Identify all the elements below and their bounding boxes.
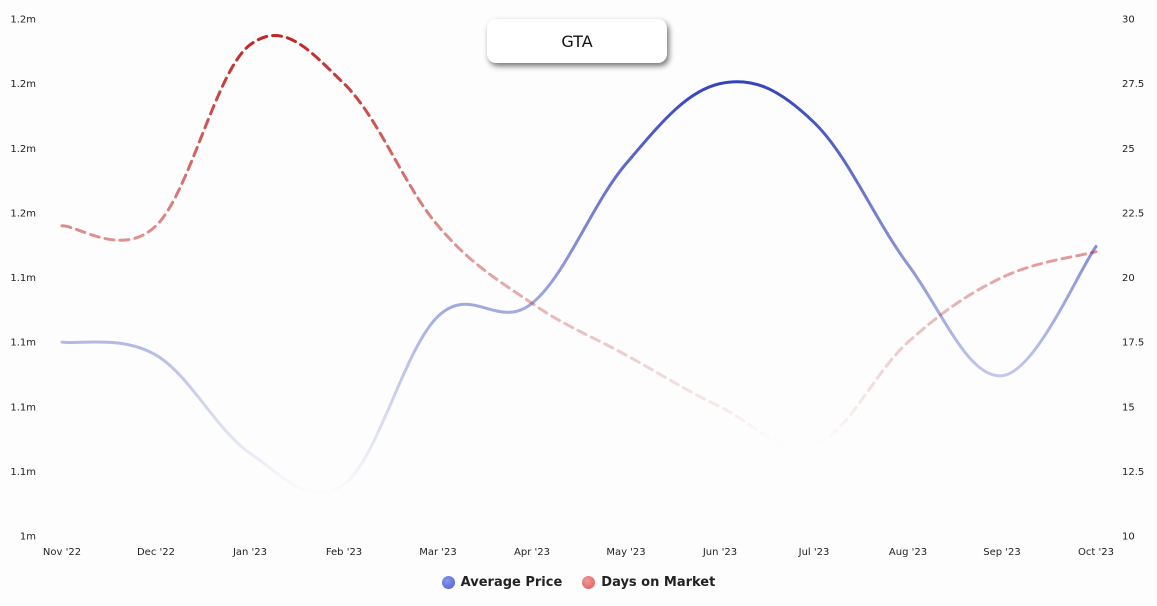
series-layer [60, 34, 1098, 495]
right-y-tick-label: 17.5 [1122, 338, 1144, 349]
x-tick-label: Feb '23 [326, 547, 362, 558]
legend-item-days-on-market[interactable]: Days on Market [582, 575, 715, 590]
legend-item-average-price[interactable]: Average Price [441, 575, 563, 590]
x-tick-label: Aug '23 [889, 547, 927, 558]
right-y-tick-label: 22.5 [1122, 208, 1144, 219]
left-y-tick-label: 1.2m [10, 208, 36, 219]
right-y-tick-label: 12.5 [1122, 467, 1144, 478]
legend-swatch-days-on-market [582, 576, 596, 589]
legend-label-days-on-market: Days on Market [601, 575, 716, 590]
left-y-tick-label: 1.1m [10, 467, 36, 478]
left-y-tick-label: 1.1m [10, 338, 36, 349]
right-y-axis: 10 12.5 15 17.5 20 22.5 25 27.5 30 [1122, 15, 1144, 543]
right-y-tick-label: 10 [1122, 532, 1135, 543]
left-y-tick-label: 1.2m [10, 79, 36, 90]
x-tick-label: May '23 [606, 547, 645, 558]
x-tick-label: Oct '23 [1078, 547, 1114, 558]
x-tick-label: Sep '23 [983, 547, 1021, 558]
x-tick-label: Mar '23 [419, 547, 457, 558]
x-tick-label: Apr '23 [514, 547, 550, 558]
x-tick-label: Nov '22 [43, 547, 81, 558]
left-y-tick-label: 1.1m [10, 273, 36, 284]
x-axis: Nov '22 Dec '22 Jan '23 Feb '23 Mar '23 Apr '… [43, 547, 1114, 558]
chart-title: GTA [487, 19, 667, 63]
x-tick-label: Jul '23 [798, 547, 830, 558]
right-y-tick-label: 20 [1122, 273, 1135, 284]
legend-label-average-price: Average Price [460, 575, 563, 590]
left-y-axis: 1m 1.1m 1.1m 1.1m 1.1m 1.2m 1.2m 1.2m 1.2m [10, 15, 36, 543]
series-line-days-on-market [60, 34, 1098, 450]
right-y-tick-label: 27.5 [1122, 79, 1144, 90]
right-y-tick-label: 30 [1122, 15, 1135, 26]
left-y-tick-label: 1.2m [10, 144, 36, 155]
legend-swatch-average-price [441, 576, 455, 589]
x-tick-label: Jan '23 [232, 547, 267, 558]
left-y-tick-label: 1m [20, 532, 36, 543]
chart-legend: Average Price Days on Market [0, 575, 1157, 590]
right-y-tick-label: 15 [1122, 402, 1135, 413]
right-y-tick-label: 25 [1122, 144, 1135, 155]
series-line-average-price [60, 80, 1098, 495]
x-tick-label: Jun '23 [702, 547, 737, 558]
x-tick-label: Dec '22 [137, 547, 175, 558]
left-y-tick-label: 1.2m [10, 15, 36, 26]
left-y-tick-label: 1.1m [10, 402, 36, 413]
